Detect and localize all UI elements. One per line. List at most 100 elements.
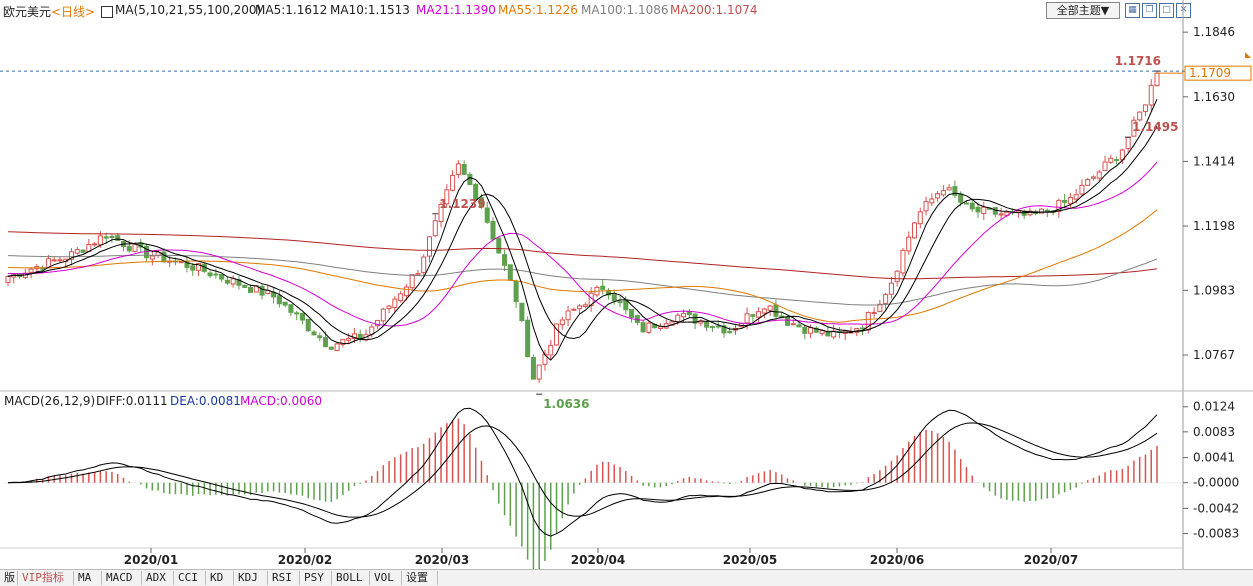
candle-body: [184, 261, 190, 268]
candle-body: [473, 183, 479, 200]
tab-8[interactable]: RSI: [268, 571, 300, 585]
candle-body: [421, 256, 427, 274]
candle-body: [1085, 179, 1091, 186]
candle-body: [282, 301, 288, 306]
candle-body: [600, 285, 606, 290]
candle-body: [467, 174, 473, 186]
candle-body: [28, 268, 34, 273]
candle-body: [767, 305, 773, 311]
candle-body: [415, 273, 421, 276]
candle-body: [900, 249, 906, 274]
tab-10[interactable]: BOLL: [332, 571, 370, 585]
candle-body: [536, 364, 542, 380]
ma100-line: [7, 254, 1158, 306]
candle-body: [276, 295, 282, 305]
tab-9[interactable]: PSY: [300, 571, 332, 585]
candle-body: [126, 245, 132, 252]
ma5-line: [7, 98, 1158, 361]
tab-2[interactable]: MA: [74, 571, 102, 585]
candle-body: [311, 331, 317, 336]
candle-body: [888, 282, 894, 295]
macd-diff-value: DIFF:0.0111: [96, 394, 168, 408]
candle-body: [686, 311, 692, 316]
tab-6[interactable]: KD: [206, 571, 234, 585]
tab-11[interactable]: VOL: [370, 571, 402, 585]
tab-0[interactable]: 版: [0, 571, 18, 585]
grid-icon[interactable]: ▦: [1125, 3, 1140, 18]
candle-body: [398, 293, 404, 302]
candle-body: [213, 273, 219, 276]
candle-body: [871, 312, 877, 315]
candle-body: [1062, 199, 1068, 203]
candle-body: [813, 327, 819, 333]
macd-value: MACD:0.0060: [240, 394, 323, 408]
candle-body: [340, 339, 346, 346]
candle-body: [1090, 176, 1097, 179]
candle-body: [103, 236, 109, 239]
ma21-line: [8, 161, 1158, 327]
candle-body: [640, 322, 646, 333]
macd-diff-line: [7, 407, 1158, 537]
ma100-value: MA100:1.1086: [581, 3, 669, 17]
ma55-line: [7, 209, 1158, 323]
candle-body: [294, 312, 300, 315]
indicator-tab-bar: 版 VIP指标 MA MACD ADX CCI KD KDJ RSI PSY BOLL VOL 设置: [0, 569, 1253, 586]
candle-body: [1114, 159, 1120, 162]
tab-7[interactable]: KDJ: [234, 571, 268, 585]
candle-body: [935, 193, 941, 199]
candle-body: [323, 337, 329, 348]
tab-3[interactable]: MACD: [102, 571, 142, 585]
candle-body: [109, 235, 115, 238]
price-tick-label: 1.1630: [1193, 90, 1235, 104]
tab-5[interactable]: CCI: [174, 571, 206, 585]
ma21-value: MA21:1.1390: [416, 3, 496, 17]
time-tick-label: 2020/04: [571, 553, 625, 567]
candle-body: [727, 330, 733, 333]
candle-body: [1079, 184, 1085, 195]
candle-body: [519, 302, 525, 321]
ma-checkbox-icon[interactable]: [101, 6, 113, 18]
candle-body: [230, 278, 236, 285]
candle-body: [219, 273, 225, 280]
macd-params: MACD(26,12,9): [4, 394, 96, 408]
restore-icon[interactable]: ❐: [1142, 3, 1157, 18]
period-label[interactable]: <日线>: [51, 5, 96, 19]
candle-body: [513, 280, 519, 303]
maximize-icon[interactable]: □: [1159, 3, 1174, 18]
ma-params: MA(5,10,21,55,100,200): [115, 3, 262, 17]
candle-body: [582, 304, 588, 307]
macd-tick-label: -0.0083: [1193, 527, 1239, 541]
candle-body: [1039, 208, 1045, 214]
candle-body: [450, 174, 456, 191]
candle-body: [565, 310, 571, 321]
candle-body: [559, 319, 565, 326]
tab-4[interactable]: ADX: [142, 571, 174, 585]
candle-body: [773, 304, 779, 317]
candle-body: [51, 259, 57, 262]
candle-body: [426, 236, 433, 257]
time-tick-label: 2020/06: [870, 553, 924, 567]
candle-body: [530, 356, 536, 380]
candle-body: [860, 327, 866, 330]
candle-body: [750, 314, 756, 317]
theme-dropdown-button[interactable]: 全部主题▼: [1046, 2, 1120, 19]
ma10-line: [7, 126, 1158, 341]
candle-body: [744, 313, 750, 324]
candle-body: [911, 222, 918, 239]
candle-body: [623, 300, 629, 311]
candle-body: [704, 321, 710, 328]
ma10-value: MA10:1.1513: [330, 3, 410, 17]
candle-body: [877, 303, 883, 312]
price-chart[interactable]: 1.1846 1.1630 1.1414 1.1198 1.0983 1.0767 0.01…: [0, 0, 1253, 569]
candle-body: [975, 206, 981, 213]
candle-body: [5, 275, 11, 283]
candle-body: [525, 319, 531, 358]
tab-12[interactable]: 设置: [402, 571, 438, 585]
candle-body: [761, 308, 767, 314]
candle-body: [646, 322, 652, 333]
tab-1[interactable]: VIP指标: [18, 571, 74, 585]
candle-body: [224, 279, 230, 284]
candle-body: [894, 270, 900, 283]
candle-body: [923, 201, 929, 212]
candle-body: [403, 286, 409, 297]
